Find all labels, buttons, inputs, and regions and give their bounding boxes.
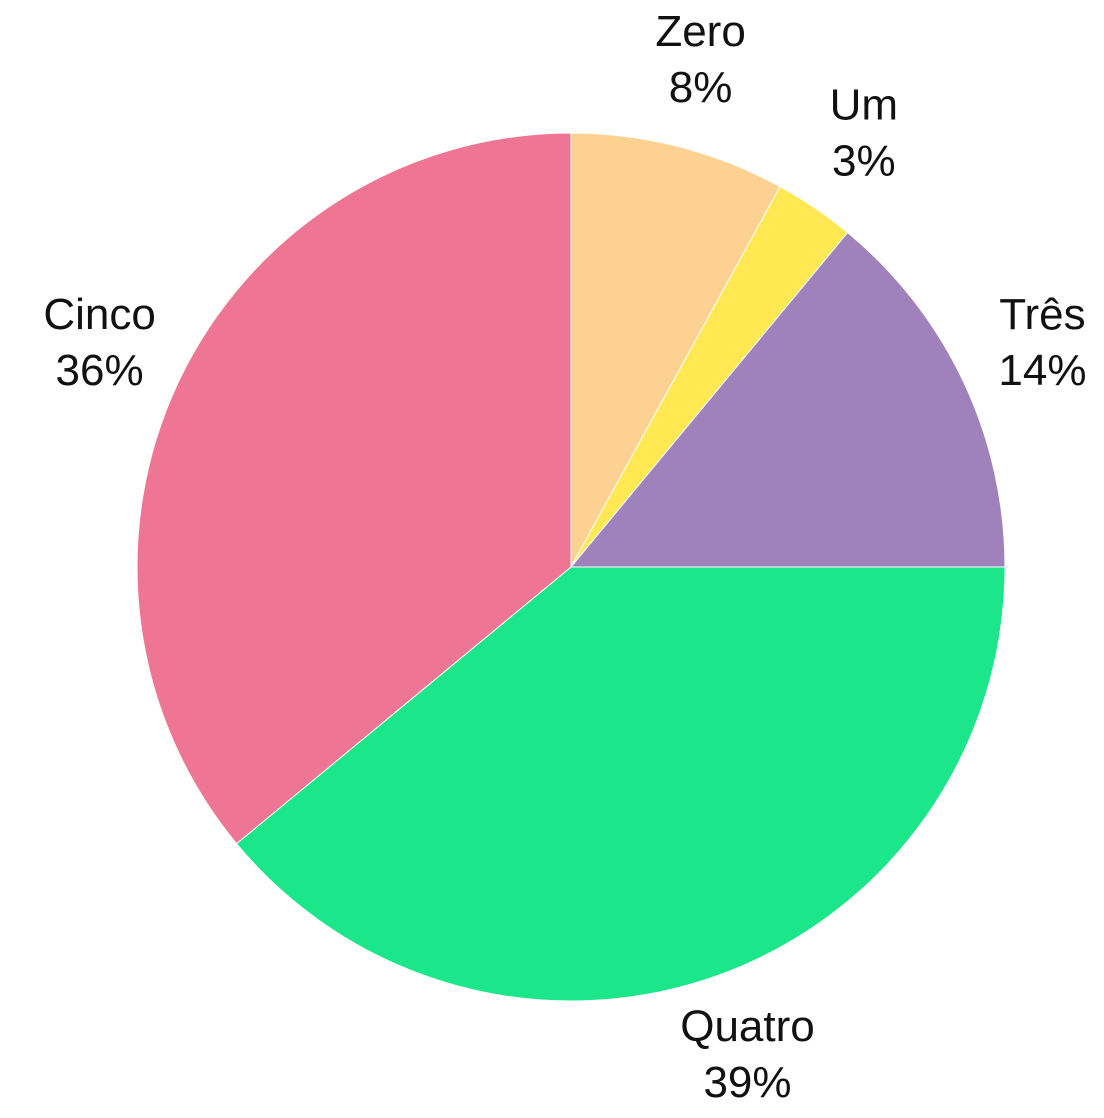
pie-slice [136, 132, 572, 845]
slice-value-label: 8% [669, 63, 733, 112]
slice-label: Quatro [680, 1002, 815, 1051]
slice-label: Um [830, 81, 898, 130]
slice-value-label: 3% [832, 137, 896, 186]
slice-value-label: 36% [56, 346, 144, 395]
slice-label: Cinco [43, 290, 156, 339]
pie-slice [570, 132, 781, 568]
slice-label: Zero [655, 7, 745, 56]
slice-value-label: 14% [998, 346, 1086, 395]
pie-slice [569, 231, 1006, 568]
slice-label: Três [999, 290, 1085, 339]
pie-slice [235, 566, 1006, 1002]
slice-value-label: 39% [703, 1058, 791, 1107]
